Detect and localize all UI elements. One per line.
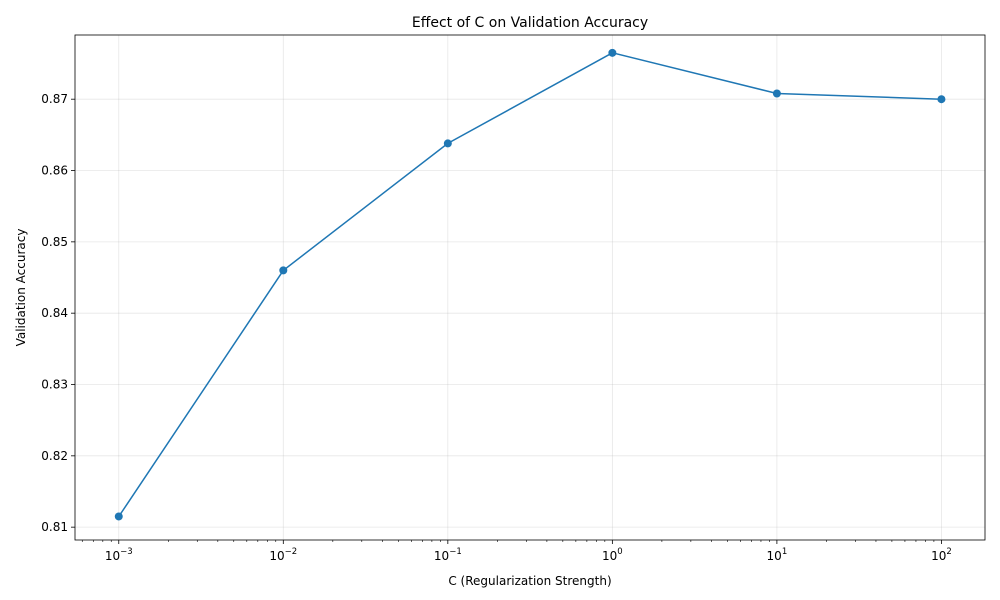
- data-point: [279, 266, 288, 275]
- x-axis-label: C (Regularization Strength): [448, 574, 611, 588]
- y-tick-label: 0.83: [41, 378, 68, 392]
- y-tick-label: 0.84: [41, 306, 68, 320]
- x-tick-label: 10−1: [434, 547, 462, 563]
- y-tick-label: 0.81: [41, 520, 68, 534]
- x-tick-label: 10−2: [269, 547, 297, 563]
- data-point: [937, 95, 946, 104]
- series-line: [118, 52, 942, 517]
- y-tick-label: 0.87: [41, 92, 68, 106]
- plot-frame: [74, 34, 986, 541]
- x-tick-label: 10−3: [105, 547, 133, 563]
- grid-lines: [75, 35, 985, 540]
- tick-layer: 10−3 10−2 10−1 100 101 102 0.81 0.82 0.83 0.84 0.8…: [41, 92, 951, 563]
- y-axis-label: Validation Accuracy: [14, 229, 28, 347]
- data-point: [443, 139, 452, 148]
- x-tick-label: 102: [931, 547, 952, 563]
- data-point: [114, 512, 123, 521]
- data-point: [772, 89, 781, 98]
- y-tick-label: 0.85: [41, 235, 68, 249]
- data-point: [608, 48, 617, 57]
- chart-title: Effect of C on Validation Accuracy: [412, 15, 648, 31]
- y-tick-label: 0.86: [41, 164, 68, 178]
- x-tick-label: 100: [602, 547, 623, 563]
- x-tick-label: 101: [767, 547, 788, 563]
- y-tick-label: 0.82: [41, 449, 68, 463]
- series-layer: [114, 48, 946, 521]
